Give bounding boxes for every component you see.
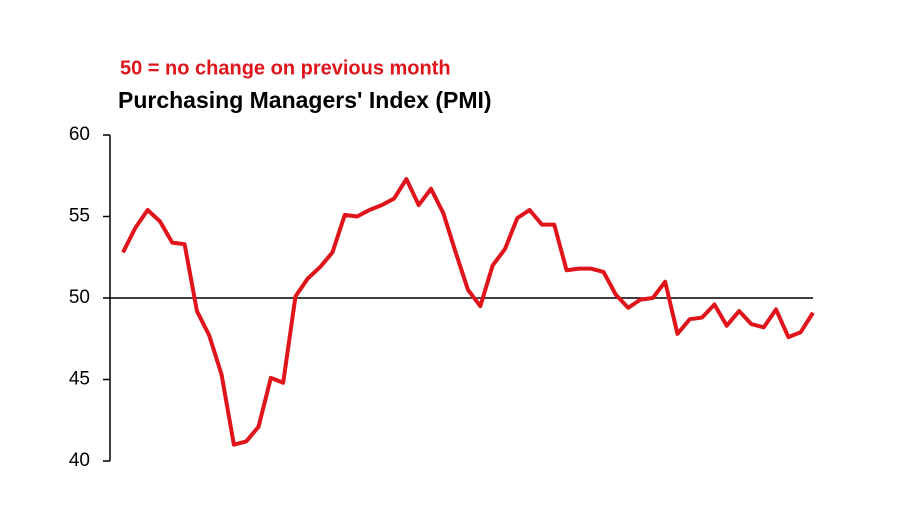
line <box>121 177 815 447</box>
chart-title: Purchasing Managers' Index (PMI) <box>118 87 492 113</box>
y-tick-label: 50 <box>69 287 90 308</box>
y-tick-label: 40 <box>69 450 90 471</box>
y-tick-label: 55 <box>69 206 90 227</box>
annotation: 50 = no change on previous month <box>120 57 451 79</box>
y-tick-label: 45 <box>69 369 90 390</box>
y-tick-label: 60 <box>69 124 90 145</box>
